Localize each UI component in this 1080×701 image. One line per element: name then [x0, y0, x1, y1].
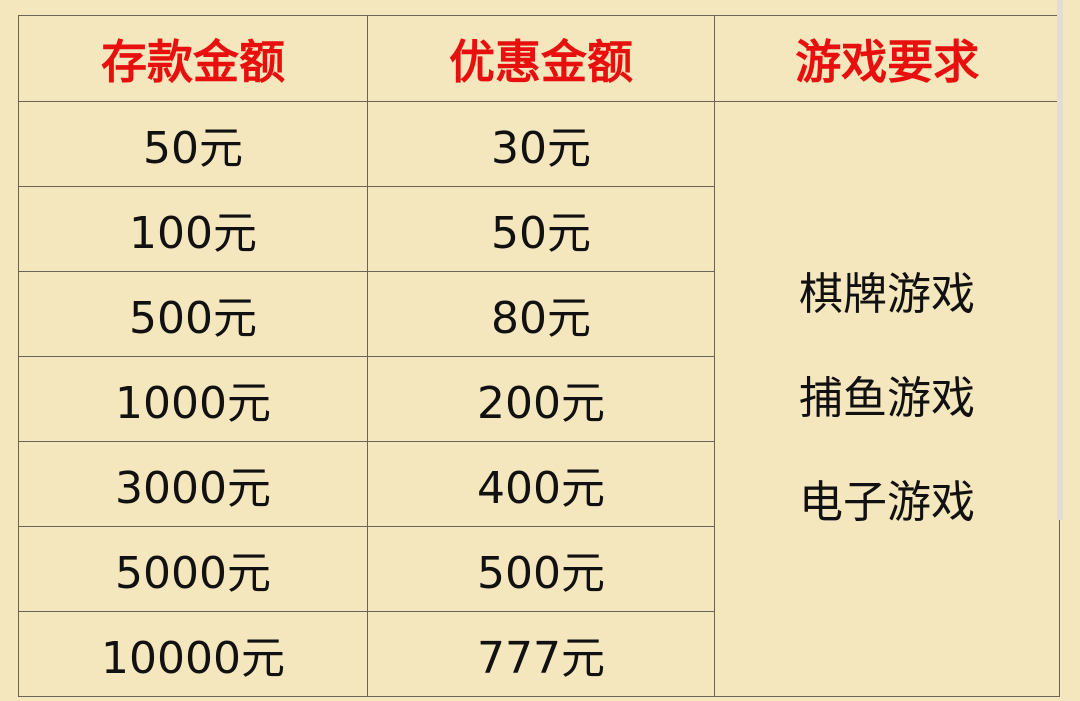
bonus-cell: 777元 [367, 611, 715, 697]
game-type: 捕鱼游戏 [799, 373, 975, 424]
bonus-cell: 400元 [367, 441, 715, 527]
deposit-cell: 100元 [18, 186, 368, 272]
header-bonus: 优惠金额 [367, 15, 715, 102]
deposit-cell: 1000元 [18, 356, 368, 442]
bonus-cell: 200元 [367, 356, 715, 442]
deposit-cell: 50元 [18, 101, 368, 187]
header-game-requirement: 游戏要求 [714, 15, 1060, 102]
table-row: 50元 30元 棋牌游戏 捕鱼游戏 电子游戏 [18, 101, 1060, 697]
deposit-cell: 500元 [18, 271, 368, 357]
bonus-cell: 500元 [367, 526, 715, 612]
deposit-cell: 10000元 [18, 611, 368, 697]
bonus-cell: 30元 [367, 101, 715, 187]
game-requirement-cell: 棋牌游戏 捕鱼游戏 电子游戏 [714, 101, 1060, 697]
deposit-cell: 3000元 [18, 441, 368, 527]
game-type: 棋牌游戏 [799, 269, 975, 320]
bonus-table: 存款金额 优惠金额 游戏要求 50元 30元 棋牌游戏 捕鱼游戏 电子游戏 10… [18, 15, 1060, 697]
table-row: 5000元 500元 [18, 526, 1060, 612]
table-row: 1000元 200元 [18, 356, 1060, 442]
deposit-cell: 5000元 [18, 526, 368, 612]
bonus-cell: 50元 [367, 186, 715, 272]
table-row: 100元 50元 [18, 186, 1060, 272]
header-deposit: 存款金额 [18, 15, 368, 102]
game-type: 电子游戏 [799, 477, 975, 528]
bonus-cell: 80元 [367, 271, 715, 357]
table-header-row: 存款金额 优惠金额 游戏要求 [18, 15, 1060, 102]
table-row: 10000元 777元 [18, 611, 1060, 697]
scrollbar[interactable] [1057, 0, 1063, 520]
